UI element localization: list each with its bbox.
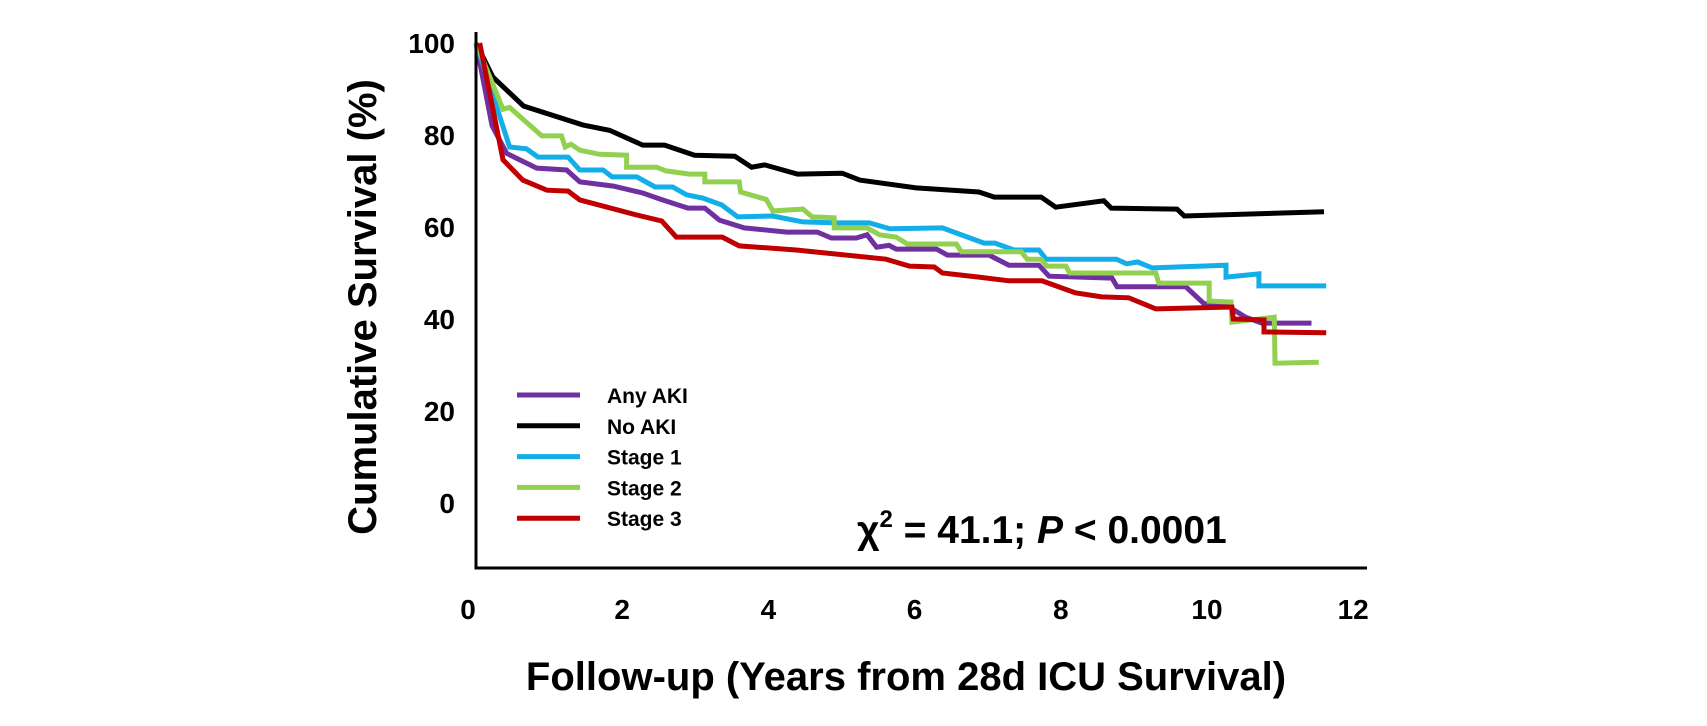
y-tick-label: 60 [424,212,455,243]
x-tick-label: 6 [907,594,923,625]
chi-symbol: χ [857,509,880,552]
y-tick-label: 20 [424,396,455,427]
series-line-stage-3 [477,42,1327,336]
y-tick-label: 40 [424,304,455,335]
x-tick-label: 10 [1191,594,1222,625]
legend-label: No AKI [607,416,676,439]
x-tick-label: 4 [761,594,777,625]
legend-label: Any AKI [607,385,688,408]
series-line-no-aki [473,41,1325,219]
p-value: < 0.0001 [1063,509,1227,552]
series-line-stage-2 [473,42,1319,366]
stat-annotation: χ2 = 41.1; P < 0.0001 [857,506,1227,552]
legend-label: Stage 3 [607,508,682,531]
legend-label: Stage 1 [607,447,682,470]
legend: Any AKI No AKI Stage 1 Stage 2 Stage 3 [517,385,688,531]
x-tick-label: 12 [1338,594,1369,625]
y-axis-title: Cumulative Survival (%) [341,79,385,535]
y-tick-labels: 0 20 40 60 80 100 [408,28,455,519]
y-tick-label: 80 [424,120,455,151]
x-tick-label: 2 [614,594,630,625]
chi-superscript: 2 [879,506,892,533]
x-tick-label: 8 [1053,594,1069,625]
chi-value: = 41.1; [893,509,1037,552]
x-tick-label: 0 [460,594,476,625]
x-tick-labels: 0 2 4 6 8 10 12 [460,594,1369,625]
x-axis-title: Follow-up (Years from 28d ICU Survival) [526,655,1286,699]
series-layer [473,41,1327,366]
y-tick-label: 100 [408,28,455,59]
y-tick-label: 0 [439,488,455,519]
legend-label: Stage 2 [607,477,682,500]
p-symbol: P [1037,509,1064,552]
series-line-any-aki [473,42,1312,326]
